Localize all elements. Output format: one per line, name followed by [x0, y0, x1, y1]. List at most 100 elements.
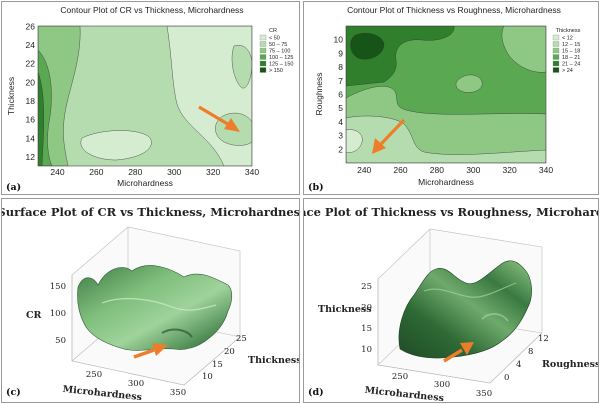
x-tick-label: 280: [128, 167, 142, 177]
y-tick-label: 14: [26, 133, 36, 143]
x-axis: 240 260 280 300 320 340 Microhardness: [357, 165, 553, 187]
x-tick-label: 300: [128, 379, 144, 389]
legend-swatch: [259, 47, 267, 54]
y-tick-label: 18: [26, 96, 36, 106]
panel-c: Surface Plot of CR vs Thickness, Microha…: [1, 198, 300, 403]
contour-chart-thickness: Contour Plot of Thickness vs Roughness, …: [308, 5, 581, 193]
chart-title: Surface Plot of CR vs Thickness, Microha…: [2, 205, 300, 219]
contour-region: [346, 129, 363, 153]
y-axis-label: Roughness: [314, 72, 324, 115]
x-tick-label: 250: [86, 370, 102, 380]
legend-swatch: [259, 34, 267, 41]
y-tick-label: 20: [26, 77, 36, 87]
x-tick-label: 300: [434, 380, 450, 390]
chart-title: Surface Plot of Thickness vs Roughness, …: [304, 205, 599, 219]
legend-entry: 15 – 18: [562, 49, 580, 55]
contour-region: [501, 26, 546, 73]
x-tick-label: 340: [539, 165, 553, 175]
surface-highlight: [481, 313, 509, 322]
y-tick-label: 10: [202, 372, 213, 382]
x-tick-label: 340: [245, 167, 259, 177]
x-tick-label: 240: [357, 165, 371, 175]
legend-title: Thickness: [556, 28, 581, 34]
y-tick-label: 2: [338, 144, 343, 154]
legend-entry: 18 – 21: [562, 55, 580, 61]
legend-swatch: [259, 54, 267, 60]
x-tick-label: 260: [393, 165, 407, 175]
surface-chart-thickness: Surface Plot of Thickness vs Roughness, …: [304, 205, 599, 402]
z-axis: 25 20 15 10 Thickness: [318, 282, 372, 355]
y-axis: 2 3 4 5 6 7 8 9 10 Roughness: [314, 35, 343, 155]
z-tick-label: 100: [50, 309, 66, 319]
y-tick-label: 12: [26, 152, 36, 162]
z-tick-label: 10: [361, 345, 372, 355]
y-tick-label: 4: [516, 360, 521, 370]
legend-entry: > 150: [269, 68, 283, 74]
legend-entry: > 24: [562, 68, 573, 74]
y-tick-label: 0: [504, 373, 509, 383]
plot-frame: [345, 25, 547, 164]
surface-mesh: [77, 265, 233, 351]
y-tick-label: 6: [338, 90, 343, 100]
x-tick-label: 300: [167, 167, 181, 177]
contour-region: [455, 74, 483, 93]
legend-swatch: [552, 60, 560, 67]
orange-arrow-icon: [133, 343, 168, 359]
z-axis: 150 100 50 CR: [26, 282, 66, 346]
x-tick-label: 320: [503, 165, 517, 175]
y-axis-label: Roughness: [542, 359, 599, 370]
panel-b: Contour Plot of Thickness vs Roughness, …: [303, 1, 599, 195]
contour-region: [80, 130, 152, 161]
y-axis: 10 15 20 25 Thickness: [202, 334, 300, 382]
legend-title: CR: [269, 28, 277, 34]
x-tick-label: 350: [476, 389, 492, 399]
chart-title: Contour Plot of Thickness vs Roughness, …: [347, 5, 561, 15]
y-tick-label: 12: [538, 334, 549, 344]
legend-swatch: [552, 34, 560, 41]
legend-swatch: [259, 67, 267, 73]
legend-swatch: [259, 41, 267, 47]
y-tick-label: 15: [212, 360, 223, 370]
y-tick-label: 5: [338, 103, 343, 113]
surface-shade: [161, 328, 193, 338]
y-tick-label: 10: [334, 35, 344, 45]
legend-entry: < 12: [562, 36, 573, 42]
panel-label: (b): [308, 182, 324, 193]
z-tick-label: 20: [361, 303, 372, 313]
x-axis-label: Microhardness: [117, 178, 173, 188]
z-tick-label: 150: [50, 282, 66, 292]
y-tick-label: 20: [224, 347, 235, 357]
contour-fill-regions: [38, 26, 252, 166]
y-tick-label: 26: [26, 21, 36, 31]
legend-entry: 100 – 125: [269, 55, 293, 61]
x-axis: 240 260 280 300 320 340 Microhardness: [50, 167, 259, 188]
legend-swatch: [552, 41, 560, 47]
y-tick-label: 4: [338, 117, 343, 127]
x-tick-label: 350: [170, 388, 186, 398]
legend-swatch: [259, 60, 267, 67]
panel-label: (a): [6, 182, 21, 193]
x-tick-label: 260: [89, 167, 103, 177]
y-tick-label: 8: [338, 62, 343, 72]
plot-frame: [37, 25, 253, 167]
z-tick-label: 50: [55, 336, 66, 346]
panel-label: (d): [308, 387, 324, 398]
y-tick-label: 8: [528, 347, 533, 357]
panel-a: Contour Plot of CR vs Thickness, Microha…: [1, 1, 300, 195]
contour-chart-cr: Contour Plot of CR vs Thickness, Microha…: [6, 5, 293, 193]
surface-mesh: [398, 260, 532, 359]
z-tick-label: 15: [361, 324, 372, 334]
y-axis: 0 4 8 12 Roughness: [504, 334, 599, 383]
orange-arrow-icon: [372, 118, 406, 154]
legend: CR < 50 50 – 75 75 – 100 100 – 125 125 –…: [259, 28, 293, 74]
y-axis-label: Thickness: [248, 355, 300, 366]
x-tick-label: 280: [430, 165, 444, 175]
z-axis-label: Thickness: [318, 304, 372, 315]
legend: Thickness < 12 12 – 15 15 – 18 18 – 21 2…: [552, 28, 581, 74]
legend-entry: < 50: [269, 36, 280, 42]
surface-chart-cr: Surface Plot of CR vs Thickness, Microha…: [2, 205, 300, 402]
y-tick-label: 22: [26, 59, 36, 69]
surface-highlight: [423, 282, 517, 298]
z-tick-label: 25: [361, 282, 372, 292]
z-axis-label: CR: [26, 310, 42, 321]
